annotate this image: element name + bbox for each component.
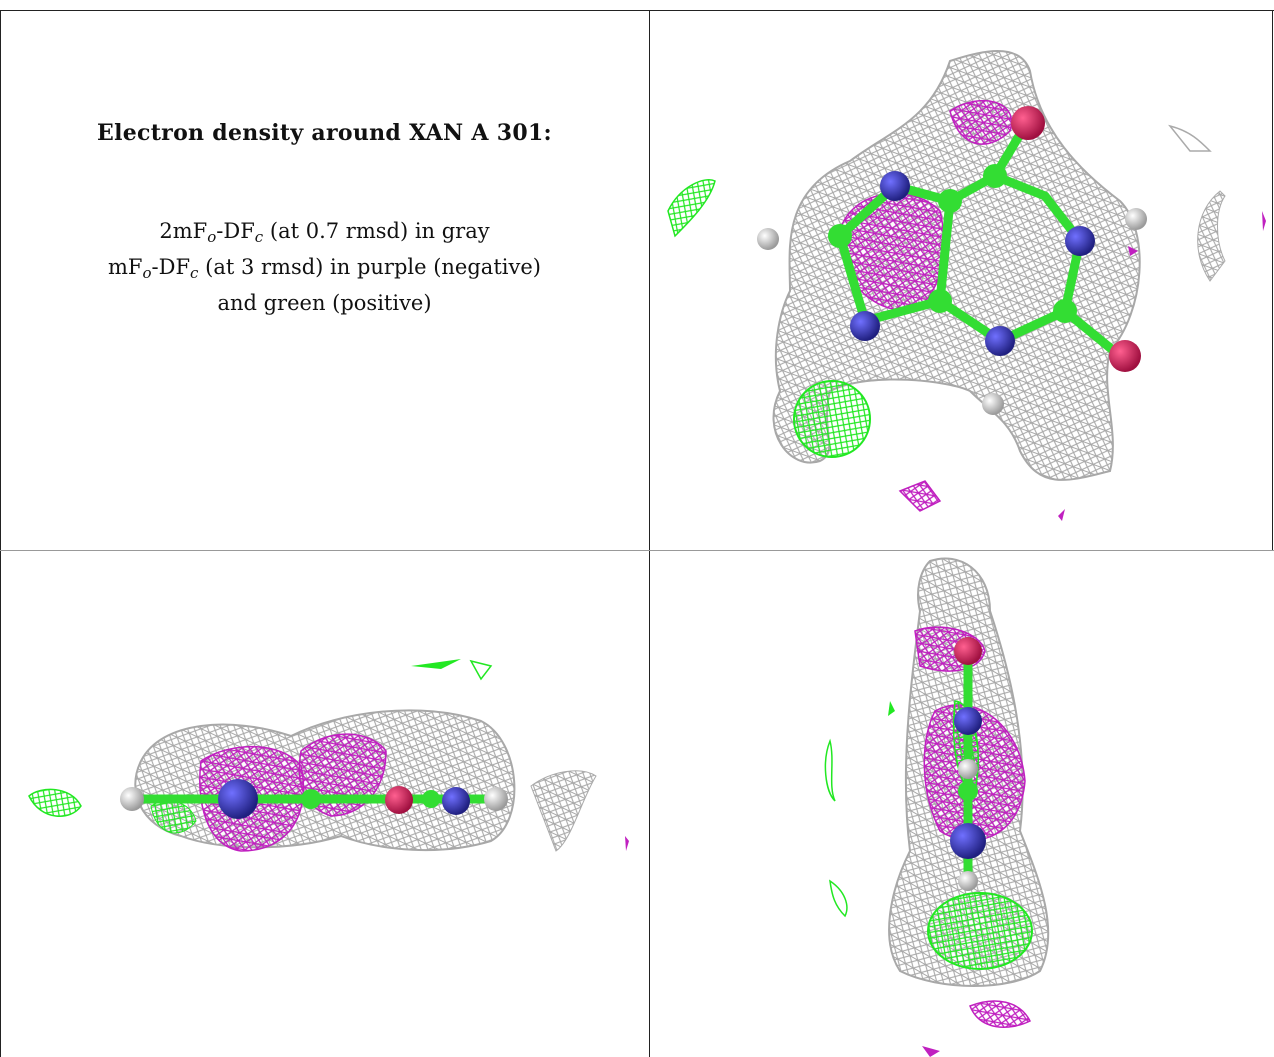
hydrogen-atom: [1125, 208, 1147, 230]
side-view-render: [28, 659, 629, 852]
carbon-atom: [828, 224, 852, 248]
negative-density-mesh: [625, 836, 629, 851]
nitrogen-atom: [1065, 226, 1095, 256]
caption-line-mfo: mFo-DFc (at 3 rmsd) in purple (negative): [108, 255, 541, 282]
frame-left: [0, 10, 1, 1057]
gray-density-mesh: [772, 50, 1141, 481]
negative-density-mesh: [969, 1000, 1032, 1028]
frame-middle-horizontal: [0, 550, 1274, 551]
hydrogen-atom: [757, 228, 779, 250]
carbon-atom: [1053, 299, 1077, 323]
positive-density-mesh: [28, 788, 82, 817]
hydrogen-atom: [958, 871, 978, 891]
negative-density-mesh: [922, 1046, 940, 1057]
caption-title: Electron density around XAN A 301:: [97, 120, 552, 146]
positive-density-mesh: [793, 380, 871, 458]
caption-cell: Electron density around XAN A 301: 2mFo-…: [12, 120, 637, 318]
nitrogen-atom: [880, 171, 910, 201]
positive-density-mesh: [469, 659, 493, 681]
carbon-atom: [422, 790, 440, 808]
gray-density-fragment: [1197, 190, 1226, 282]
positive-density-mesh: [888, 701, 895, 716]
edge-view-panel: [650, 551, 1272, 1057]
edge-view-render: [824, 557, 1050, 1057]
caption-line-green: and green (positive): [217, 291, 432, 315]
carbon-atom: [983, 164, 1007, 188]
hydrogen-atom: [484, 787, 508, 811]
oxygen-atom: [1109, 340, 1141, 372]
frame-middle-vertical: [649, 10, 650, 1057]
hydrogen-atom: [120, 787, 144, 811]
carbon-atom: [928, 289, 952, 313]
oxygen-atom: [385, 786, 413, 814]
negative-density-mesh: [1058, 509, 1065, 521]
frame-top: [0, 10, 1274, 11]
side-view-panel: [1, 551, 649, 1057]
carbon-atom: [301, 789, 321, 809]
gray-density-fragment: [1168, 124, 1212, 152]
gray-density-fragment: [530, 770, 597, 852]
hydrogen-atom: [958, 759, 978, 779]
positive-density-mesh: [927, 892, 1033, 970]
negative-density-mesh: [949, 99, 1013, 145]
top-view-render: [667, 50, 1266, 521]
carbon-atom: [938, 189, 962, 213]
nitrogen-atom: [442, 787, 470, 815]
negative-density-mesh: [1262, 211, 1266, 231]
positive-density-mesh: [411, 659, 461, 669]
negative-density-mesh: [1128, 246, 1138, 256]
negative-density-mesh: [898, 480, 942, 512]
top-view-panel: [650, 11, 1272, 550]
nitrogen-atom: [850, 311, 880, 341]
oxygen-atom: [1011, 106, 1045, 140]
positive-density-mesh: [829, 879, 848, 918]
nitrogen-atom: [950, 823, 986, 859]
positive-density-mesh: [824, 738, 836, 802]
nitrogen-atom: [218, 779, 258, 819]
positive-density-mesh: [667, 179, 716, 238]
nitrogen-atom: [985, 326, 1015, 356]
nitrogen-atom: [954, 707, 982, 735]
caption-line-2mfo: 2mFo-DFc (at 0.7 rmsd) in gray: [159, 219, 490, 246]
frame-right: [1272, 10, 1273, 550]
hydrogen-atom: [982, 393, 1004, 415]
carbon-atom: [958, 781, 978, 801]
oxygen-atom: [954, 637, 982, 665]
